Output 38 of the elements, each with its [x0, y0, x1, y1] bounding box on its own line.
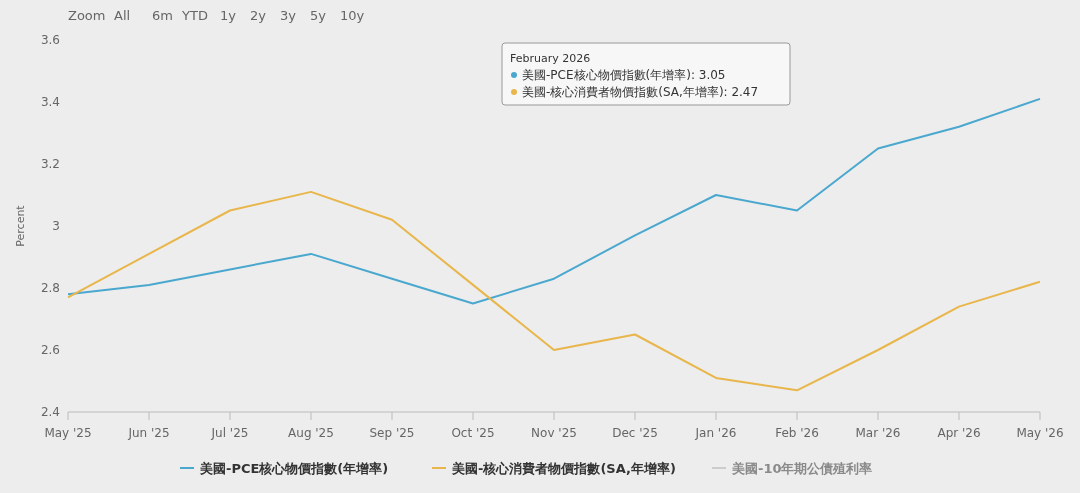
line-series: [67, 97, 1041, 305]
y-tick-label: 3.2: [40, 157, 60, 171]
x-tick-label: Nov '25: [531, 426, 577, 440]
y-tick-label: 3.4: [40, 95, 60, 109]
text: YTD: [181, 8, 208, 23]
x-tick-label: Jun '25: [127, 426, 170, 440]
x-tick-label: Feb '26: [775, 426, 819, 440]
text: 3y: [280, 8, 297, 23]
y-tick-label: 2.4: [40, 405, 60, 419]
x-tick-label: May '25: [44, 426, 92, 440]
x-tick-label: Sep '25: [369, 426, 415, 440]
text: All: [114, 8, 131, 23]
annotation: 美國-PCE核心物價指數(年增率): 3.05: [522, 68, 726, 82]
legend-label: 美國-10年期公債殖利率: [731, 461, 873, 476]
x-tick-label: Mar '26: [855, 426, 901, 440]
x-tick-label: Jan '26: [694, 426, 737, 440]
text: 1y: [220, 8, 237, 23]
x-tick-label: Aug '25: [288, 426, 334, 440]
text: 10y: [340, 8, 365, 23]
x-tick-label: Apr '26: [937, 426, 981, 440]
y-tick-label: 2.8: [40, 281, 60, 295]
legend-label: 美國-核心消費者物價指數(SA,年增率): [451, 461, 676, 476]
annotation: 美國-核心消費者物價指數(SA,年增率): 2.47: [522, 85, 759, 99]
y-tick-label: 3: [52, 219, 60, 233]
text: 5y: [310, 8, 327, 23]
x-tick-label: Jul '25: [210, 426, 249, 440]
x-tick-label: Oct '25: [451, 426, 495, 440]
text: 2y: [250, 8, 267, 23]
y-tick-label: 3.6: [40, 33, 60, 47]
line-series: [67, 190, 1041, 392]
text: Zoom: [68, 8, 106, 23]
x-tick-label: May '26: [1016, 426, 1064, 440]
legend-label: 美國-PCE核心物價指數(年增率): [199, 461, 389, 476]
y-axis-title: Percent: [14, 204, 27, 247]
y-tick-label: 2.6: [40, 343, 60, 357]
text: 6m: [152, 8, 173, 23]
x-tick-label: Dec '25: [612, 426, 658, 440]
annotation: February 2026: [510, 52, 591, 65]
